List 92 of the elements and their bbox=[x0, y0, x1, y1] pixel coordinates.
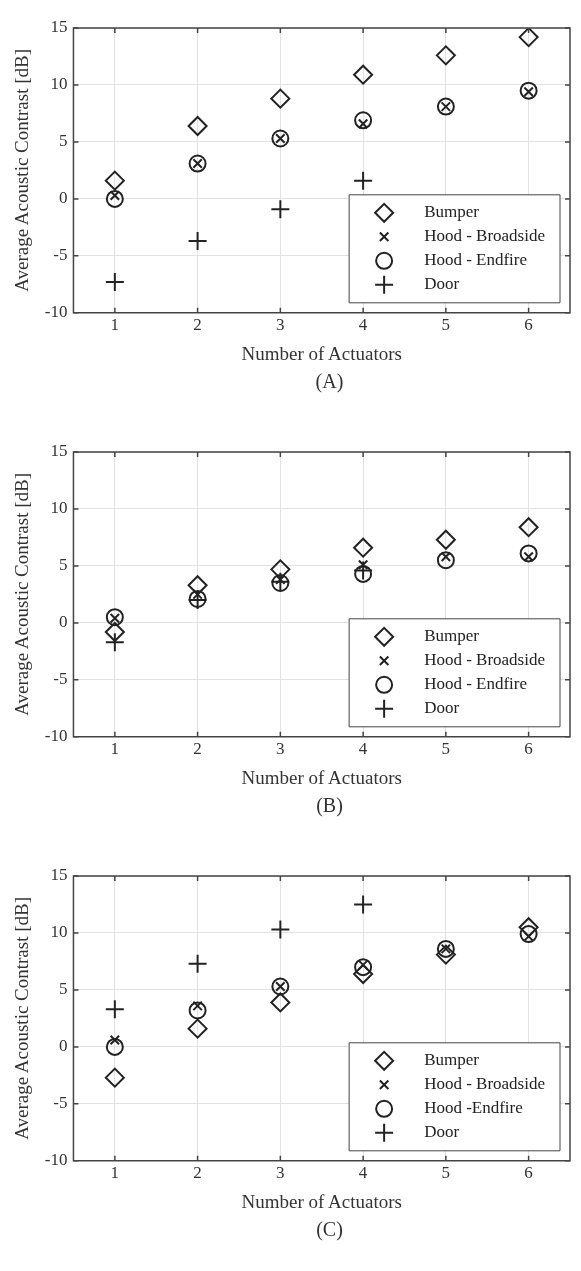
point bbox=[435, 944, 456, 965]
x-tick-label: 4 bbox=[358, 739, 368, 759]
point bbox=[270, 199, 291, 220]
y-tick-label: 5 bbox=[58, 131, 68, 151]
point bbox=[353, 963, 374, 984]
point bbox=[353, 170, 374, 191]
y-tick-label: 0 bbox=[58, 1036, 68, 1056]
legend-label: Door bbox=[424, 698, 460, 718]
y-tick-label: 5 bbox=[58, 555, 68, 575]
y-tick-label: -5 bbox=[53, 669, 68, 689]
legend-label: Hood - Broadside bbox=[424, 226, 546, 246]
legend-label: Door bbox=[424, 1122, 460, 1142]
point bbox=[270, 559, 291, 580]
point bbox=[188, 1001, 207, 1020]
x-tick-label: 6 bbox=[524, 739, 533, 759]
y-tick-label: 10 bbox=[50, 74, 68, 94]
y-tick-label: -5 bbox=[53, 1093, 68, 1113]
point bbox=[105, 608, 124, 627]
x-tick-label: 1 bbox=[110, 1163, 120, 1183]
point bbox=[353, 537, 374, 558]
point bbox=[519, 925, 538, 944]
text: (A) bbox=[314, 370, 345, 393]
point bbox=[435, 529, 456, 550]
x-tick-label: 6 bbox=[524, 1163, 533, 1183]
x-tick-label: 5 bbox=[441, 739, 451, 759]
x-tick-label: 5 bbox=[441, 315, 451, 335]
text: (B) bbox=[315, 794, 344, 817]
legend-label: Hood - Endfire bbox=[424, 674, 528, 694]
x-tick-label: 1 bbox=[110, 315, 120, 335]
x-tick-label: 1 bbox=[110, 739, 120, 759]
point bbox=[435, 45, 456, 66]
point bbox=[436, 551, 455, 570]
point bbox=[105, 1037, 124, 1056]
x-tick-label: 5 bbox=[441, 1163, 451, 1183]
point bbox=[357, 559, 369, 571]
point bbox=[270, 919, 291, 940]
y-tick-label: -10 bbox=[44, 726, 68, 746]
point bbox=[519, 544, 538, 563]
point bbox=[109, 1034, 121, 1046]
x-tick-label: 4 bbox=[358, 1163, 368, 1183]
legend-label: Bumper bbox=[424, 1050, 480, 1070]
x-tick-label: 2 bbox=[193, 1163, 202, 1183]
point bbox=[187, 1018, 208, 1039]
legend-label: Door bbox=[424, 274, 460, 294]
y-axis-title: Average Acoustic Contrast [dB] bbox=[11, 896, 33, 1140]
legend-label: Bumper bbox=[424, 202, 480, 222]
point bbox=[104, 632, 125, 653]
point bbox=[436, 939, 455, 958]
y-axis-title: Average Acoustic Contrast [dB] bbox=[11, 48, 33, 292]
point bbox=[187, 953, 208, 974]
point bbox=[518, 517, 539, 538]
legend-label: Hood - Endfire bbox=[424, 250, 528, 270]
point bbox=[104, 170, 125, 191]
point bbox=[353, 64, 374, 85]
point bbox=[354, 958, 373, 977]
point bbox=[270, 992, 291, 1013]
legend-label: Hood - Broadside bbox=[424, 1074, 546, 1094]
y-tick-label: 0 bbox=[58, 188, 68, 208]
y-tick-label: 0 bbox=[58, 612, 68, 632]
x-tick-label: 3 bbox=[276, 739, 285, 759]
x-tick-label: 2 bbox=[193, 739, 202, 759]
x-tick-label: 4 bbox=[358, 315, 368, 335]
point bbox=[104, 1067, 125, 1088]
y-tick-label: -10 bbox=[44, 1150, 68, 1170]
legend-label: Bumper bbox=[424, 626, 480, 646]
x-tick-label: 6 bbox=[524, 315, 533, 335]
point bbox=[104, 621, 125, 642]
point bbox=[187, 575, 208, 596]
y-tick-label: 10 bbox=[50, 498, 68, 518]
x-tick-label: 2 bbox=[193, 315, 202, 335]
y-tick-label: 15 bbox=[50, 441, 68, 461]
y-tick-label: 15 bbox=[50, 17, 68, 37]
legend-label: Hood - Broadside bbox=[424, 650, 546, 670]
point bbox=[518, 917, 539, 938]
legend-label: Hood -Endfire bbox=[424, 1098, 523, 1118]
x-axis-title: Number of Actuators bbox=[241, 766, 402, 788]
y-tick-label: 10 bbox=[50, 922, 68, 942]
point bbox=[104, 999, 125, 1020]
point bbox=[353, 894, 374, 915]
y-tick-label: 5 bbox=[58, 979, 68, 999]
point bbox=[270, 88, 291, 109]
x-axis-title: Number of Actuators bbox=[241, 342, 402, 364]
y-tick-label: -5 bbox=[53, 245, 68, 265]
y-axis-title: Average Acoustic Contrast [dB] bbox=[11, 472, 33, 716]
y-tick-label: -10 bbox=[44, 302, 68, 322]
x-tick-label: 3 bbox=[276, 1163, 285, 1183]
y-tick-label: 15 bbox=[50, 865, 68, 885]
point bbox=[518, 28, 539, 48]
x-tick-label: 3 bbox=[276, 315, 285, 335]
text: (C) bbox=[315, 1218, 344, 1241]
x-axis-title: Number of Actuators bbox=[241, 1190, 402, 1212]
point bbox=[187, 115, 208, 136]
